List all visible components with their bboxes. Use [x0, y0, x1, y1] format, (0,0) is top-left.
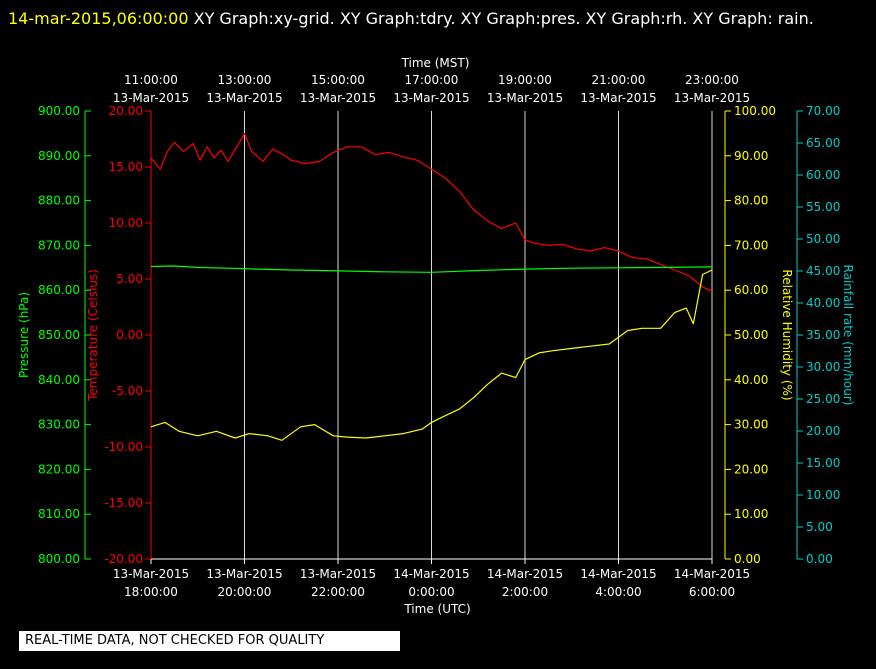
x-axis-bottom-label: Time (UTC): [403, 602, 470, 616]
x-bottom-tick-time: 22:00:00: [311, 585, 365, 599]
humidity-tick-label: 0.00: [734, 552, 761, 566]
pressure-tick-label: 850.00: [38, 328, 80, 342]
x-bottom-tick-time: 2:00:00: [502, 585, 548, 599]
x-bottom-tick-date: 13-Mar-2015: [113, 567, 189, 581]
x-top-tick-date: 13-Mar-2015: [300, 91, 376, 105]
rain-tick-label: 10.00: [806, 488, 840, 502]
pressure-tick-label: 800.00: [38, 552, 80, 566]
x-top-tick-time: 23:00:00: [685, 73, 739, 87]
rain-tick-label: 70.00: [806, 104, 840, 118]
temperature-series-line: [150, 132, 713, 292]
rain-tick-label: 65.00: [806, 136, 840, 150]
x-top-tick-time: 15:00:00: [311, 73, 365, 87]
humidity-tick-label: 60.00: [734, 283, 768, 297]
humidity-tick-label: 30.00: [734, 418, 768, 432]
rain-tick-label: 40.00: [806, 296, 840, 310]
x-top-tick-time: 11:00:00: [124, 73, 178, 87]
x-bottom-tick-time: 18:00:00: [124, 585, 178, 599]
x-top-tick-date: 13-Mar-2015: [393, 91, 469, 105]
rain-tick-label: 55.00: [806, 200, 840, 214]
quality-disclaimer: REAL-TIME DATA, NOT CHECKED FOR QUALITY: [19, 631, 400, 651]
pressure-tick-label: 870.00: [38, 238, 80, 252]
humidity-tick-label: 10.00: [734, 507, 768, 521]
humidity-tick-label: 20.00: [734, 462, 768, 476]
rain-tick-label: 50.00: [806, 232, 840, 246]
x-top-tick-date: 13-Mar-2015: [206, 91, 282, 105]
temperature-tick-label: -20.00: [104, 552, 143, 566]
rain-tick-label: 15.00: [806, 456, 840, 470]
pressure-series-line: [150, 265, 713, 273]
x-axis-top-label: Time (MST): [401, 56, 470, 70]
temperature-axis-label: Temperature (Celsius): [86, 269, 100, 402]
x-top-tick-time: 13:00:00: [218, 73, 272, 87]
temperature-tick-label: 0.00: [116, 328, 143, 342]
humidity-tick-label: 100.00: [734, 104, 776, 118]
x-top-tick-time: 17:00:00: [405, 73, 459, 87]
pressure-tick-label: 860.00: [38, 283, 80, 297]
x-top-tick-date: 13-Mar-2015: [580, 91, 656, 105]
temperature-tick-label: 15.00: [109, 160, 143, 174]
x-top-tick-date: 13-Mar-2015: [674, 91, 750, 105]
temperature-tick-label: -15.00: [104, 496, 143, 510]
x-bottom-tick-date: 13-Mar-2015: [300, 567, 376, 581]
rain-axis-label: Rainfall rate (mm/hour): [841, 265, 855, 406]
x-bottom-tick-time: 4:00:00: [595, 585, 641, 599]
rain-tick-label: 45.00: [806, 264, 840, 278]
x-top-tick-date: 13-Mar-2015: [113, 91, 189, 105]
x-bottom-tick-date: 14-Mar-2015: [580, 567, 656, 581]
x-bottom-tick-date: 14-Mar-2015: [487, 567, 563, 581]
x-bottom-tick-time: 6:00:00: [689, 585, 735, 599]
humidity-axis-label: Relative Humidity (%): [780, 269, 794, 400]
rain-tick-label: 20.00: [806, 424, 840, 438]
rain-tick-label: 25.00: [806, 392, 840, 406]
pressure-tick-label: 880.00: [38, 194, 80, 208]
humidity-tick-label: 80.00: [734, 194, 768, 208]
temperature-tick-label: 5.00: [116, 272, 143, 286]
x-top-tick-time: 21:00:00: [592, 73, 646, 87]
humidity-tick-label: 90.00: [734, 149, 768, 163]
rain-tick-label: 60.00: [806, 168, 840, 182]
pressure-tick-label: 840.00: [38, 373, 80, 387]
rain-tick-label: 0.00: [806, 552, 833, 566]
x-bottom-tick-date: 14-Mar-2015: [393, 567, 469, 581]
temperature-tick-label: -5.00: [112, 384, 143, 398]
graph-titles: XY Graph:xy-grid. XY Graph:tdry. XY Grap…: [193, 9, 814, 28]
humidity-tick-label: 70.00: [734, 238, 768, 252]
pressure-tick-label: 820.00: [38, 462, 80, 476]
x-bottom-tick-time: 20:00:00: [218, 585, 272, 599]
timestamp: 14-mar-2015,06:00:00: [8, 9, 189, 28]
rain-tick-label: 30.00: [806, 360, 840, 374]
pressure-axis-label: Pressure (hPa): [17, 292, 31, 378]
x-bottom-tick-date: 13-Mar-2015: [206, 567, 282, 581]
pressure-tick-label: 810.00: [38, 507, 80, 521]
humidity-series-line: [150, 269, 713, 441]
x-bottom-tick-time: 0:00:00: [408, 585, 454, 599]
rain-tick-label: 35.00: [806, 328, 840, 342]
pressure-tick-label: 890.00: [38, 149, 80, 163]
x-top-tick-date: 13-Mar-2015: [487, 91, 563, 105]
humidity-tick-label: 50.00: [734, 328, 768, 342]
x-bottom-tick-date: 14-Mar-2015: [674, 567, 750, 581]
rain-tick-label: 5.00: [806, 520, 833, 534]
pressure-tick-label: 830.00: [38, 418, 80, 432]
chart-header: 14-mar-2015,06:00:00 XY Graph:xy-grid. X…: [8, 3, 868, 34]
temperature-tick-label: 10.00: [109, 216, 143, 230]
humidity-tick-label: 40.00: [734, 373, 768, 387]
temperature-tick-label: 20.00: [109, 104, 143, 118]
temperature-tick-label: -10.00: [104, 440, 143, 454]
x-top-tick-time: 19:00:00: [498, 73, 552, 87]
pressure-tick-label: 900.00: [38, 104, 80, 118]
